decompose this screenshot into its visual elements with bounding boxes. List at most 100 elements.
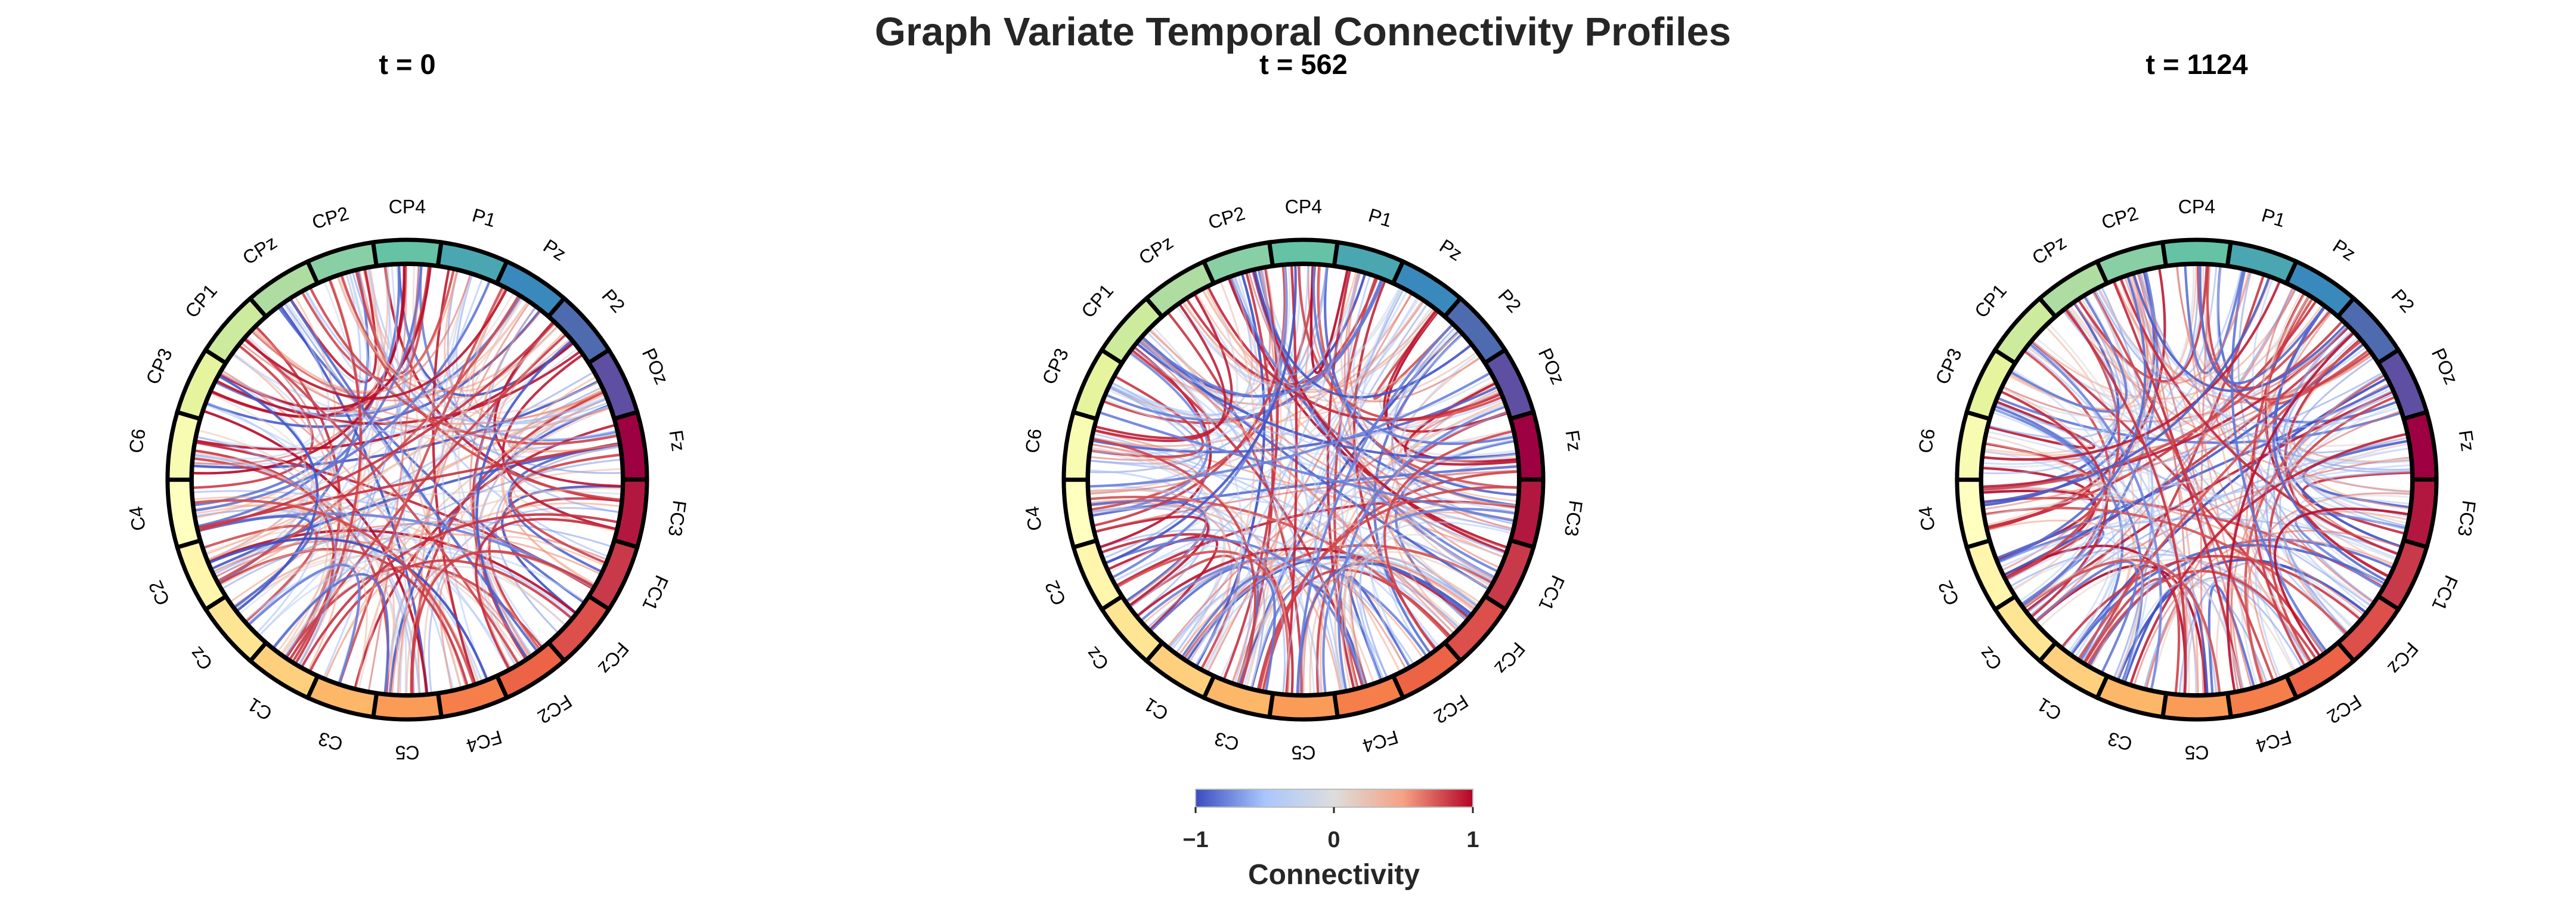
connection-edge <box>2034 288 2298 623</box>
connection-edge <box>1358 521 1513 682</box>
connection-edge <box>1981 487 2115 650</box>
connection-edge <box>1987 400 2095 450</box>
node-label-c5: C5 <box>1292 742 1316 764</box>
connection-edge <box>1088 459 1513 532</box>
node-label-cp2: CP2 <box>309 202 351 233</box>
connection-edge <box>2010 551 2219 695</box>
node-label-c6: C6 <box>1021 427 1045 455</box>
colorbar-gradient <box>1195 789 1473 808</box>
node-label-cp1: CP1 <box>1077 280 1117 322</box>
node-label-fcz: FCz <box>1490 638 1530 679</box>
node-label-cpz: CPz <box>2028 231 2070 269</box>
node-label-cpz: CPz <box>239 231 280 269</box>
panel-t0-ring <box>165 237 649 722</box>
node-label-c5: C5 <box>395 742 420 764</box>
connection-edge <box>1088 342 1210 461</box>
connection-edge <box>1983 447 2411 517</box>
node-segment-c5 <box>370 691 444 722</box>
connection-edge <box>308 286 619 445</box>
node-label-cp3: CP3 <box>1038 345 1073 388</box>
connection-edge <box>192 499 475 685</box>
node-segment-cp4 <box>2160 237 2234 268</box>
connection-edge <box>252 328 605 425</box>
connection-edge <box>1250 287 1404 690</box>
connection-edge <box>2119 277 2400 556</box>
connection-edge <box>196 300 530 527</box>
connection-edge <box>485 536 606 651</box>
connection-edge <box>1181 301 1435 393</box>
connection-edge <box>1098 410 1516 523</box>
connection-edge <box>439 575 531 691</box>
panel-title-t0: t = 0 <box>379 48 435 80</box>
connection-edge <box>202 409 428 695</box>
connection-edge <box>338 274 600 415</box>
connection-edge <box>1140 338 1243 672</box>
connection-edge <box>2199 263 2326 385</box>
connection-edge <box>1354 286 1412 668</box>
node-label-cp2: CP2 <box>2099 202 2141 233</box>
node-label-cp4: CP4 <box>389 196 426 217</box>
connection-edge <box>2184 264 2245 375</box>
connection-edge <box>2010 369 2122 655</box>
node-label-c2: C2 <box>1934 577 1964 608</box>
connection-edge <box>1297 264 1504 421</box>
node-label-fz: Fz <box>1561 429 1586 453</box>
node-label-c1: C1 <box>2033 694 2066 725</box>
connection-edge <box>1089 450 1225 654</box>
node-label-c3: C3 <box>316 728 345 755</box>
connection-edge <box>2001 387 2103 592</box>
node-label-c4: C4 <box>1021 505 1045 532</box>
connection-edge <box>2018 339 2112 603</box>
connection-edge <box>2145 410 2402 690</box>
connection-edge <box>2272 305 2388 583</box>
connection-edge <box>196 264 423 528</box>
connection-edge <box>1359 556 1479 679</box>
connection-edge <box>1090 351 1209 517</box>
connection-edge <box>2023 558 2221 695</box>
connection-edge <box>2226 331 2356 693</box>
connection-edge <box>1370 533 1506 671</box>
node-segment-c5 <box>2160 691 2234 722</box>
connection-edge <box>1088 495 1451 640</box>
node-label-fc2: FC2 <box>2323 690 2365 728</box>
node-segment-cp4 <box>370 237 444 268</box>
node-label-fz: Fz <box>2454 429 2479 453</box>
node-segment-c4 <box>165 477 203 550</box>
connection-edge <box>2028 342 2162 691</box>
connection-edge <box>1348 556 1481 687</box>
connection-edge <box>488 497 623 651</box>
connection-edge <box>191 263 405 475</box>
connection-edge <box>509 453 622 564</box>
connection-edge <box>1107 264 1291 417</box>
node-label-c4: C4 <box>125 505 149 532</box>
node-label-p2: P2 <box>2387 285 2419 317</box>
node-segment-fc3 <box>1508 477 1546 550</box>
node-label-fcz: FCz <box>2383 638 2423 679</box>
node-label-cp3: CP3 <box>1931 345 1966 388</box>
connection-edge <box>1383 430 1515 651</box>
connection-edge <box>215 350 582 425</box>
connection-edge <box>367 264 420 693</box>
connection-edge <box>2113 279 2373 404</box>
panel-t562-ring <box>1061 237 1546 722</box>
node-segment-c5 <box>1267 691 1340 722</box>
colorbar-tick-label-max: 1 <box>1466 827 1479 852</box>
connection-edge <box>2005 464 2413 582</box>
connection-edge <box>2002 545 2187 696</box>
connection-edge <box>357 273 472 691</box>
connection-edge <box>1991 411 2104 610</box>
connection-edge <box>2260 295 2348 397</box>
connection-edge <box>2096 287 2401 428</box>
node-segment-c6 <box>165 409 203 482</box>
connection-edge <box>475 518 618 671</box>
connection-edge <box>193 279 491 512</box>
connection-edge <box>1983 290 2128 455</box>
connection-edge <box>285 271 369 385</box>
connection-edge <box>2033 560 2138 674</box>
node-segment-poz <box>1482 347 1537 422</box>
connection-edge <box>1400 355 1519 502</box>
panel-t1124-ring <box>1955 237 2439 722</box>
connection-edge <box>208 537 489 681</box>
